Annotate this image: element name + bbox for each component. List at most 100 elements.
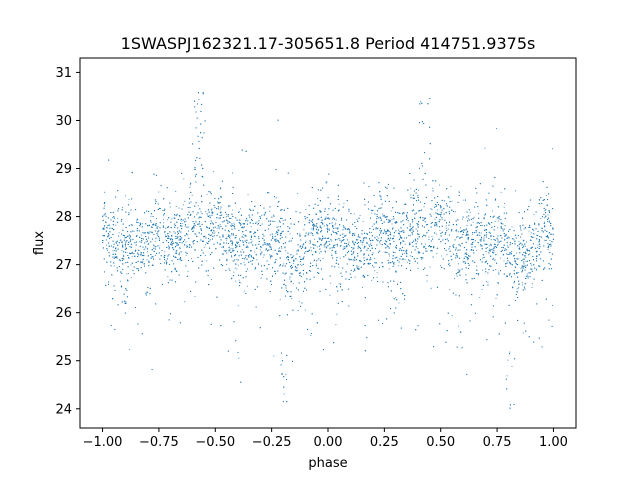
data-point: [158, 191, 160, 193]
data-point: [464, 256, 466, 258]
data-point: [498, 271, 500, 273]
data-point: [372, 225, 374, 227]
data-point: [113, 265, 115, 267]
data-point: [378, 208, 380, 210]
data-point: [112, 250, 114, 252]
data-point: [476, 265, 478, 267]
data-point: [322, 257, 324, 259]
data-point: [435, 233, 437, 235]
data-point: [368, 244, 370, 246]
data-point: [203, 246, 205, 248]
data-point: [144, 248, 146, 250]
data-point: [225, 239, 228, 241]
data-point: [334, 244, 336, 246]
data-point: [533, 214, 535, 216]
data-point: [504, 234, 507, 236]
data-point: [237, 305, 239, 307]
data-point: [356, 218, 358, 221]
data-point: [404, 237, 406, 239]
data-point: [445, 225, 447, 227]
data-point: [247, 194, 249, 196]
data-point: [335, 219, 337, 221]
data-point: [292, 263, 294, 265]
data-point: [265, 211, 267, 213]
data-point: [518, 241, 520, 243]
data-point: [501, 228, 503, 230]
data-point: [211, 208, 213, 210]
data-point: [275, 233, 277, 235]
data-point: [214, 231, 216, 233]
data-point: [125, 195, 127, 197]
data-point: [434, 223, 436, 225]
data-point: [527, 275, 529, 277]
data-point: [206, 242, 208, 244]
data-point: [451, 314, 453, 317]
data-point: [182, 204, 184, 206]
data-point: [317, 198, 319, 200]
data-point: [511, 366, 513, 368]
data-point: [391, 218, 393, 221]
data-point: [404, 259, 406, 261]
data-point: [426, 280, 428, 282]
data-point: [235, 280, 237, 282]
data-point: [467, 218, 470, 220]
data-point: [257, 262, 259, 264]
data-point: [282, 220, 284, 222]
data-point: [243, 262, 245, 264]
data-point: [177, 234, 179, 236]
data-point: [531, 286, 533, 289]
data-point: [372, 252, 374, 254]
data-point: [328, 229, 330, 231]
data-point: [146, 259, 148, 261]
data-point: [329, 294, 331, 296]
data-point: [525, 256, 527, 259]
data-point: [457, 325, 460, 327]
data-point: [122, 254, 125, 256]
data-point: [130, 264, 132, 266]
data-point: [451, 200, 453, 202]
data-point: [289, 233, 291, 235]
data-point: [178, 254, 180, 256]
data-point: [236, 258, 238, 260]
data-point: [472, 221, 474, 223]
data-point: [520, 268, 522, 270]
data-point: [158, 245, 160, 247]
data-point: [231, 244, 233, 246]
data-point: [473, 216, 475, 218]
data-point: [335, 323, 337, 326]
data-point: [256, 259, 258, 261]
data-point: [277, 201, 279, 203]
data-point: [488, 248, 490, 250]
data-point: [147, 251, 149, 253]
data-point: [184, 301, 186, 303]
data-point: [421, 258, 423, 261]
data-point: [283, 263, 285, 265]
data-point: [454, 211, 456, 213]
data-point: [225, 238, 227, 240]
data-point: [526, 273, 528, 275]
data-point: [330, 282, 332, 284]
data-point: [416, 241, 419, 243]
data-point: [371, 279, 373, 281]
data-point: [503, 206, 505, 208]
data-point: [232, 209, 234, 211]
data-point: [549, 240, 551, 242]
data-point: [457, 236, 459, 238]
data-point: [423, 206, 425, 208]
data-point: [123, 258, 125, 260]
data-point: [309, 243, 311, 245]
data-point: [104, 191, 106, 193]
data-point: [507, 359, 509, 361]
data-point: [490, 239, 492, 241]
data-point: [388, 268, 390, 270]
data-point: [278, 247, 281, 249]
data-point: [254, 251, 256, 253]
data-point: [166, 219, 168, 221]
data-point: [497, 243, 499, 245]
data-point: [545, 194, 548, 197]
data-point: [190, 184, 192, 186]
data-point: [514, 190, 516, 192]
data-point: [117, 217, 119, 219]
data-point: [545, 216, 547, 218]
data-point: [204, 254, 206, 257]
